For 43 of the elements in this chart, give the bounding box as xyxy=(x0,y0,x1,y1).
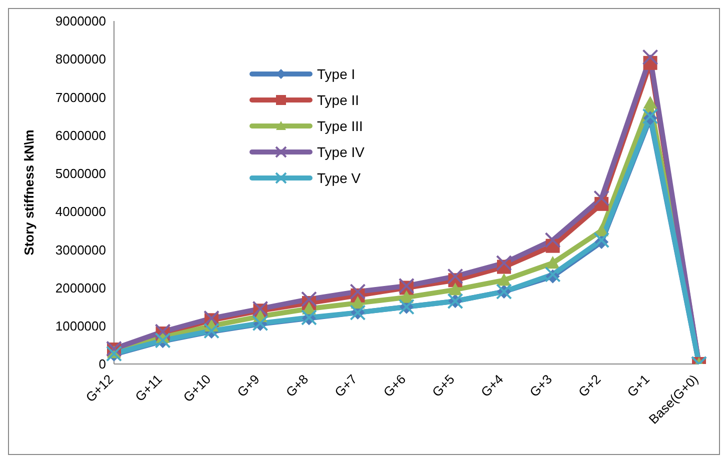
y-tick-label: 1000000 xyxy=(55,318,106,334)
point xyxy=(154,324,171,340)
legend-label: Type II xyxy=(317,92,360,108)
y-tick-label: 6000000 xyxy=(55,128,106,143)
y-tick-label: 3000000 xyxy=(55,242,106,258)
x-tick-label: G+1 xyxy=(624,372,652,400)
point xyxy=(497,273,511,286)
legend-label: Type V xyxy=(317,170,361,186)
point xyxy=(642,108,658,124)
x-tick-label: G+7 xyxy=(332,372,360,400)
point xyxy=(642,49,658,66)
x-tick-label: G+6 xyxy=(380,372,409,400)
x-tick-label: G+9 xyxy=(234,372,262,400)
x-tick-label: G+8 xyxy=(282,372,312,400)
point xyxy=(447,268,464,284)
point xyxy=(546,256,560,269)
point xyxy=(448,282,462,296)
x-tick-label: G+4 xyxy=(478,372,506,400)
y-tick-label: 5000000 xyxy=(55,166,106,182)
point xyxy=(496,255,512,272)
point xyxy=(252,300,268,317)
y-tick-label: 8000000 xyxy=(55,52,106,67)
legend-label: Type I xyxy=(317,66,356,82)
x-tick-label: G+5 xyxy=(429,372,458,400)
point xyxy=(350,284,366,300)
y-tick-label: 7000000 xyxy=(55,90,106,105)
x-tick-label: G+3 xyxy=(526,372,555,400)
y-tick-label: 9000000 xyxy=(55,14,106,29)
point xyxy=(544,232,561,248)
point xyxy=(594,190,610,206)
y-axis-title: Story stiffness kN\m xyxy=(22,130,37,256)
point xyxy=(594,232,610,248)
y-tick-label: 0 xyxy=(98,356,106,372)
y-tick-label: 2000000 xyxy=(55,280,106,296)
y-tick-label: 4000000 xyxy=(55,204,106,220)
point xyxy=(544,266,561,282)
point xyxy=(643,96,658,109)
point xyxy=(301,291,317,308)
point xyxy=(204,310,220,326)
legend-label: Type III xyxy=(317,118,363,134)
legend-label: Type IV xyxy=(317,144,364,160)
x-tick-label: G+2 xyxy=(575,372,604,400)
point xyxy=(398,278,414,294)
